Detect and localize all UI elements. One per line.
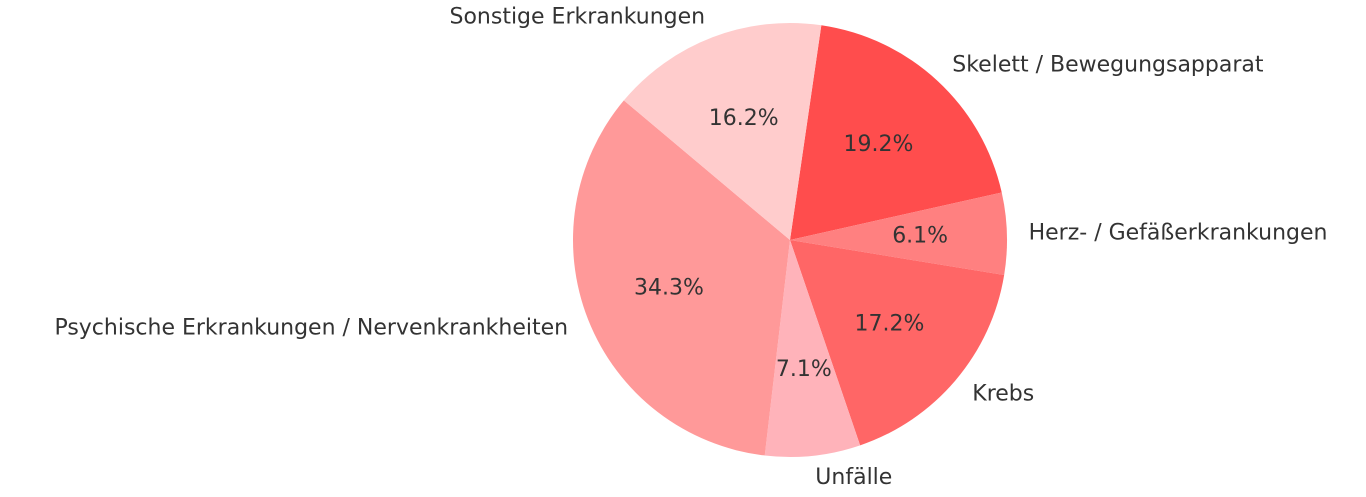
pie-category-label: Psychische Erkrankungen / Nervenkrankhei… [54,316,568,341]
pie-percent-label: 7.1% [776,357,832,382]
pie-slices [572,23,1007,457]
pie-category-label: Krebs [972,382,1034,407]
pie-slice-krebs [790,240,1005,446]
pie-category-label: Unfälle [815,465,892,490]
pie-percent-label: 6.1% [892,224,948,249]
pie-slice-psychische-erkrankungen-nervenkrankheiten [572,100,790,456]
pie-percent-label: 16.2% [709,106,779,131]
pie-slice-herz-gef-erkrankungen [790,192,1007,276]
pie-percent-label: 17.2% [854,312,924,337]
pie-percent-label: 34.3% [634,276,704,301]
pie-percent-label: 19.2% [844,132,914,157]
pie-slice-unf-lle [764,240,861,457]
pie-percent-labels: 19.2% 6.1% 17.2% 7.1% 34.3% 16.2% [634,106,948,382]
pie-slice-skelett-bewegungsapparat [790,25,1002,240]
pie-category-label: Herz- / Gefäßerkrankungen [1029,221,1328,246]
pie-slice-sonstige-erkrankungen [623,23,822,241]
pie-category-labels: Skelett / Bewegungsapparat Herz- / Gefäße… [54,4,1327,489]
pie-category-label: Skelett / Bewegungsapparat [952,52,1264,77]
pie-category-label: Sonstige Erkrankungen [449,4,705,29]
